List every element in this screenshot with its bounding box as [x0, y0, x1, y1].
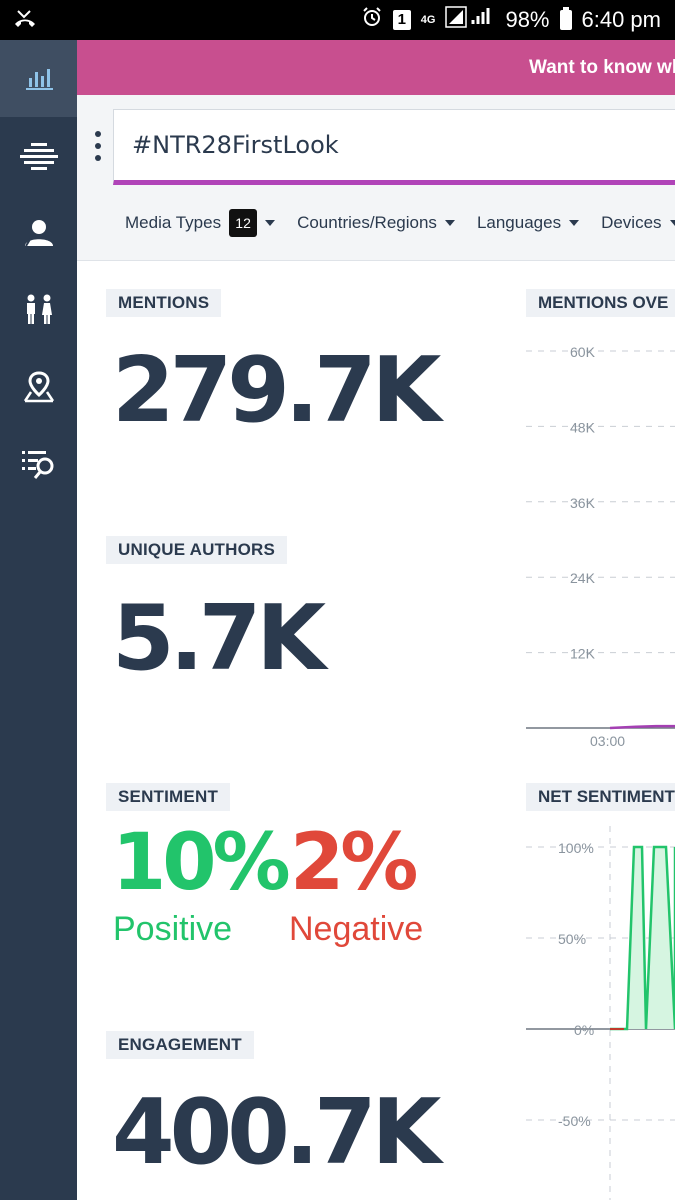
search-header: Media Types 12 Countries/Regions Languag…: [77, 95, 675, 261]
filter-label: Media Types: [125, 213, 222, 232]
caret-down-icon: [569, 220, 580, 226]
unique-authors-value: 5.7K: [112, 586, 326, 691]
bar-chart-icon: [25, 68, 53, 90]
promo-banner[interactable]: Want to know wh: [77, 40, 675, 95]
sidebar-item-topics[interactable]: [0, 117, 77, 194]
battery-percent: 98%: [505, 7, 550, 32]
mentions-label: MENTIONS: [106, 289, 222, 317]
series-area: [610, 847, 675, 1029]
x-tick-label: 03:00: [590, 733, 625, 749]
filter-devices[interactable]: Devices: [601, 213, 675, 233]
sidebar-item-geography[interactable]: [0, 348, 77, 425]
sentiment-label: SENTIMENT: [106, 783, 231, 811]
missed-call-icon: [12, 8, 38, 35]
y-tick-label: 12K: [570, 646, 596, 662]
map-pin-icon: [23, 370, 54, 402]
filter-label: Countries/Regions: [297, 213, 437, 232]
battery-icon: [559, 7, 572, 30]
status-bar: 1 4G 98% 6:40 pm: [0, 0, 675, 40]
positive-percent: 10%: [112, 818, 291, 908]
net-sentiment-chart: 100% 50% 0% -50%: [526, 826, 675, 1200]
more-options-icon[interactable]: [93, 131, 103, 161]
series-line: [609, 724, 675, 730]
unique-authors-label: UNIQUE AUTHORS: [106, 536, 288, 564]
network-type: 4G: [420, 14, 436, 26]
search-input[interactable]: [114, 110, 675, 180]
mentions-over-time-chart: 60K 48K 36K 24K 12K 03:00: [526, 344, 675, 749]
demographics-icon: [26, 294, 52, 324]
y-tick-label: 24K: [570, 570, 596, 586]
search-box: [113, 109, 675, 185]
mentions-value: 279.7K: [112, 338, 441, 443]
banner-text: Want to know wh: [529, 57, 675, 78]
y-tick-label: 48K: [570, 419, 596, 435]
search-list-icon: [21, 450, 53, 479]
filter-bar: Media Types 12 Countries/Regions Languag…: [125, 209, 675, 237]
signal-icon: [445, 6, 495, 34]
sidebar-item-authors[interactable]: [0, 194, 77, 271]
filter-label: Languages: [476, 213, 562, 232]
y-tick-label: 60K: [570, 344, 596, 360]
negative-percent: 2%: [290, 818, 418, 908]
alarm-icon: [361, 6, 383, 34]
user-profile-icon: [24, 219, 53, 247]
engagement-value: 400.7K: [112, 1080, 441, 1185]
caret-down-icon: [444, 220, 455, 226]
engagement-label: ENGAGEMENT: [106, 1031, 254, 1059]
mentions-over-time-title: MENTIONS OVE: [526, 289, 675, 317]
net-sentiment-title: NET SENTIMENT: [526, 783, 675, 811]
filter-count-badge: 12: [229, 209, 258, 237]
sidebar-item-search-results[interactable]: [0, 425, 77, 502]
positive-label: Positive: [113, 910, 233, 948]
filter-media-types[interactable]: Media Types 12: [125, 209, 276, 237]
y-tick-label: 100%: [558, 840, 594, 856]
y-tick-label: -50%: [558, 1113, 591, 1129]
y-tick-label: 36K: [570, 495, 596, 511]
filter-languages[interactable]: Languages: [476, 213, 580, 233]
filter-countries[interactable]: Countries/Regions: [297, 213, 455, 233]
sim-badge: 1: [392, 10, 411, 30]
clock: 6:40 pm: [581, 7, 662, 32]
negative-label: Negative: [289, 910, 424, 948]
y-tick-label: 0%: [574, 1022, 594, 1038]
caret-down-icon: [265, 220, 276, 226]
y-tick-label: 50%: [558, 931, 586, 947]
sidebar-item-demographics[interactable]: [0, 271, 77, 348]
series-line: [610, 845, 675, 1031]
caret-down-icon: [669, 220, 675, 226]
sidebar: [0, 40, 77, 1200]
sidebar-item-overview[interactable]: [0, 40, 77, 117]
filter-label: Devices: [601, 213, 662, 232]
topics-icon: [19, 142, 58, 170]
